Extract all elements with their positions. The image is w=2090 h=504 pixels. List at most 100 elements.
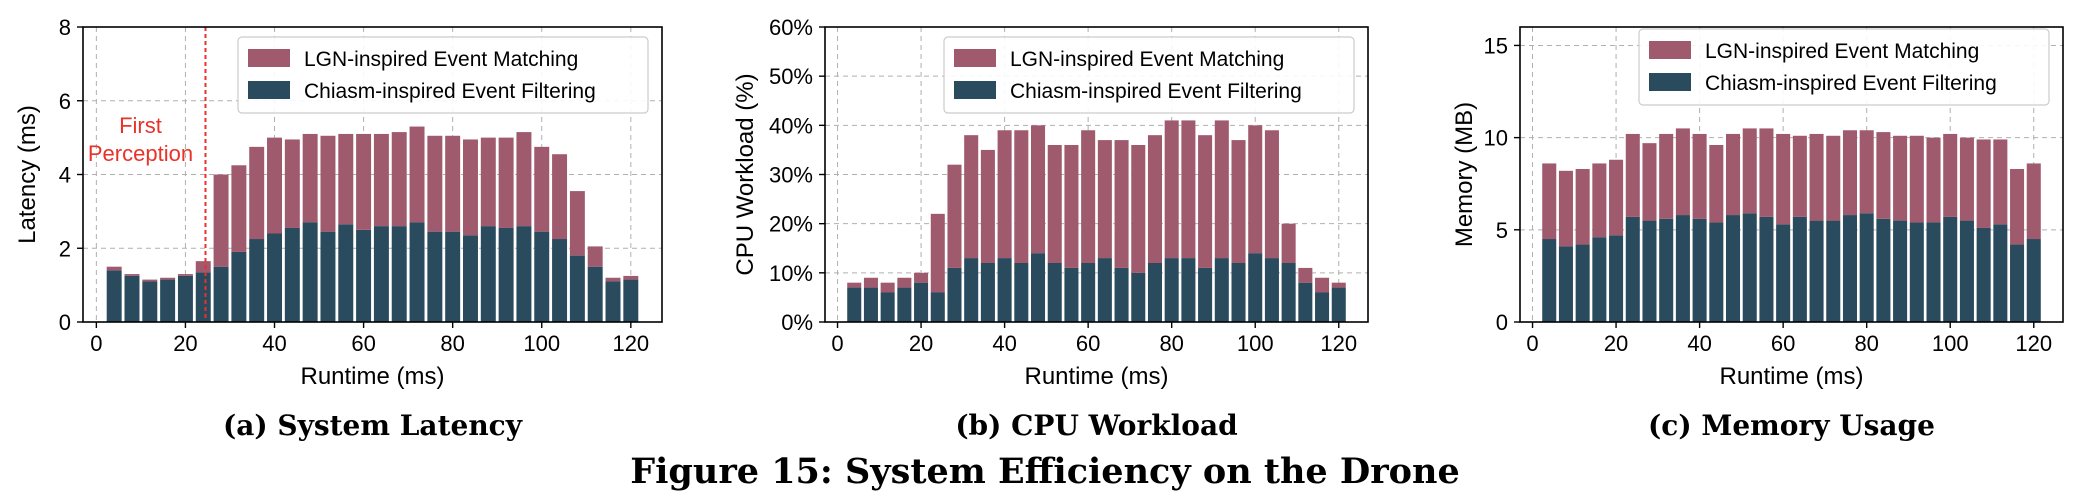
legend-swatch	[954, 81, 996, 99]
bar-filtering	[1592, 237, 1607, 322]
legend-label: LGN-inspired Event Matching	[1705, 40, 1979, 63]
bar-filtering	[1114, 267, 1129, 322]
bar-matching	[1047, 145, 1062, 263]
bar-matching	[480, 137, 496, 227]
legend-label: LGN-inspired Event Matching	[1010, 48, 1284, 71]
bar-matching	[213, 174, 229, 267]
y-tick-label: 2	[59, 236, 71, 261]
y-axis-label: CPU Workload (%)	[732, 73, 759, 275]
x-tick-label: 20	[909, 331, 933, 356]
bar-matching	[1926, 137, 1941, 223]
bar-matching	[964, 135, 979, 259]
bar-filtering	[1943, 216, 1958, 322]
bar-matching	[552, 154, 568, 240]
legend-label: LGN-inspired Event Matching	[304, 48, 578, 71]
bar-matching	[1943, 133, 1958, 217]
bar-filtering	[997, 258, 1012, 322]
bar-filtering	[2010, 244, 2025, 322]
bar-matching	[302, 133, 318, 223]
bar-matching	[1776, 133, 1791, 225]
bar-matching	[1064, 145, 1079, 268]
x-tick-label: 60	[1771, 331, 1795, 356]
bar-filtering	[1558, 246, 1573, 322]
bar-filtering	[1248, 253, 1263, 322]
chart-cpu-workload: 0 20 40 60 80 100 120 0% 10% 20% 30% 40% 50% 60% Runti…	[732, 15, 1369, 442]
bar-filtering	[302, 222, 318, 322]
y-tick-label: 0%	[781, 310, 813, 335]
bar-matching	[1859, 130, 1874, 214]
x-tick-label: 0	[831, 331, 843, 356]
bar-filtering	[284, 227, 300, 322]
legend-label: Chiasm-inspired Event Filtering	[1010, 80, 1302, 103]
bar-matching	[1131, 145, 1146, 273]
y-tick-label: 30%	[769, 163, 813, 188]
bar-filtering	[480, 226, 496, 322]
x-tick-label: 20	[1604, 331, 1628, 356]
bar-matching	[338, 133, 354, 225]
bar-matching	[863, 277, 878, 288]
bar-filtering	[1625, 216, 1640, 322]
bar-filtering	[1181, 258, 1196, 322]
bar-matching	[847, 282, 862, 288]
y-tick-label: 8	[59, 15, 71, 40]
y-tick-label: 15	[1484, 33, 1508, 58]
legend-swatch	[248, 49, 290, 67]
bar-matching	[284, 139, 300, 228]
y-tick-label: 5	[1496, 218, 1508, 243]
chart-system-latency: First Perception 0 20 40 60 80 100 120 0 2 4 6 8 Runti…	[14, 15, 663, 442]
bar-filtering	[1575, 244, 1590, 322]
bar-matching	[997, 130, 1012, 259]
bar-filtering	[1214, 258, 1229, 322]
x-tick-label: 120	[2015, 331, 2052, 356]
bar-matching	[1876, 132, 1891, 219]
legend-box	[1638, 28, 2050, 106]
bar-filtering	[980, 263, 995, 322]
y-tick-label: 60%	[769, 15, 813, 40]
bar-filtering	[847, 287, 862, 322]
x-tick-label: 120	[612, 331, 649, 356]
bar-matching	[1558, 170, 1573, 247]
bar-matching	[1575, 168, 1590, 245]
bar-matching	[1014, 130, 1029, 263]
bar-filtering	[1876, 218, 1891, 322]
bar-matching	[1726, 133, 1741, 216]
bar-filtering	[552, 239, 568, 322]
bar-filtering	[1298, 282, 1313, 322]
bar-filtering	[391, 226, 407, 322]
bar-filtering	[914, 282, 929, 322]
x-tick-label: 40	[262, 331, 286, 356]
y-tick-label: 10%	[769, 261, 813, 286]
bar-filtering	[231, 251, 247, 322]
legend-swatch	[248, 81, 290, 99]
bar-matching	[142, 279, 158, 282]
x-tick-label: 80	[440, 331, 464, 356]
legend-swatch	[954, 49, 996, 67]
bar-matching	[106, 266, 122, 271]
bar-matching	[1842, 130, 1857, 216]
x-axis-label: Runtime (ms)	[300, 363, 444, 390]
bar-matching	[1231, 140, 1246, 263]
bar-filtering	[623, 279, 639, 322]
plot-frame	[1519, 26, 2064, 323]
bar-filtering	[356, 229, 372, 322]
bar-matching	[1592, 163, 1607, 238]
bar-filtering	[195, 272, 211, 322]
x-tick-label: 60	[1076, 331, 1100, 356]
first-perception-label: First	[119, 113, 162, 138]
bar-filtering	[1231, 263, 1246, 322]
bar-matching	[1181, 120, 1196, 259]
bar-filtering	[863, 287, 878, 322]
bar-filtering	[947, 267, 962, 322]
bar-matching	[516, 132, 532, 227]
x-tick-label: 40	[1687, 331, 1711, 356]
bar-filtering	[106, 270, 122, 322]
bar-filtering	[516, 226, 532, 322]
bar-filtering	[1759, 216, 1774, 322]
x-axis-label: Runtime (ms)	[1024, 363, 1168, 390]
bar-filtering	[213, 266, 229, 322]
bar-matching	[2010, 168, 2025, 245]
bar-matching	[356, 133, 372, 230]
bar-matching	[897, 277, 912, 288]
bar-filtering	[1081, 263, 1096, 322]
bar-filtering	[1031, 253, 1046, 322]
